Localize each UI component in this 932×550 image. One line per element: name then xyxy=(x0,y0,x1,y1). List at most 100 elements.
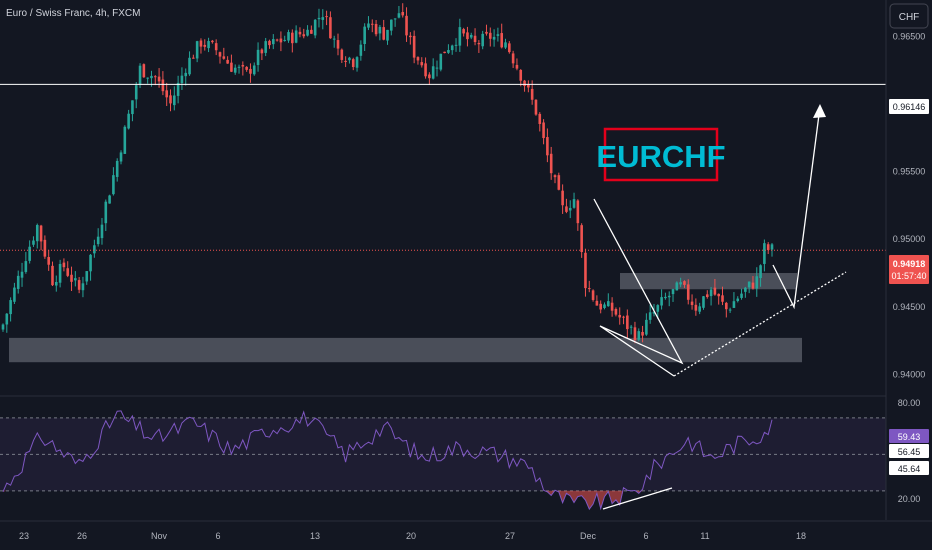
candle xyxy=(13,282,16,305)
candle xyxy=(629,324,633,335)
zone-box[interactable] xyxy=(620,273,797,290)
falling-wedge-drawing[interactable] xyxy=(593,198,684,377)
candle xyxy=(222,47,226,60)
candle xyxy=(77,277,81,294)
candle xyxy=(553,174,557,184)
candle xyxy=(454,38,458,52)
candle xyxy=(74,271,77,287)
symbol-label: EURCHF xyxy=(596,139,725,174)
candle xyxy=(51,261,54,287)
rsi-divergence-line[interactable] xyxy=(602,487,673,510)
candle xyxy=(439,53,443,72)
candle xyxy=(146,77,149,84)
date-tick-label: 23 xyxy=(19,531,29,541)
candle xyxy=(725,301,728,318)
candle xyxy=(694,298,698,316)
candle xyxy=(667,291,671,307)
candle xyxy=(161,71,165,96)
last-price-label: 0.94918 xyxy=(893,259,926,269)
candle xyxy=(561,184,564,214)
candle xyxy=(313,19,317,39)
candle xyxy=(359,40,363,61)
last-price-tag: 0.94918 01:57:40 xyxy=(889,255,929,284)
candle xyxy=(721,286,724,306)
candle xyxy=(477,40,481,53)
candle xyxy=(241,61,245,76)
candle xyxy=(54,275,58,292)
candle xyxy=(766,242,770,254)
candle xyxy=(428,72,431,86)
candle xyxy=(351,57,355,71)
candle xyxy=(176,75,180,104)
candle xyxy=(485,24,488,36)
zone-box[interactable] xyxy=(9,337,802,363)
candle xyxy=(568,200,572,219)
candle xyxy=(496,27,500,42)
currency-button-label: CHF xyxy=(899,12,920,23)
candle xyxy=(504,38,507,49)
candle xyxy=(728,307,732,313)
candle xyxy=(397,5,401,19)
candle xyxy=(355,56,359,72)
rsi-value-tag: 59.43 xyxy=(889,429,929,443)
candle xyxy=(230,54,233,73)
rsi-tick-20: 20.00 xyxy=(898,494,921,504)
resistance-price-tag: 0.96146 xyxy=(889,99,929,114)
date-tick-label: 20 xyxy=(406,531,416,541)
candle xyxy=(675,281,679,291)
rsi-line xyxy=(2,410,773,511)
candle xyxy=(538,112,542,132)
candle xyxy=(401,3,405,18)
candle xyxy=(515,58,519,71)
candle xyxy=(599,300,602,314)
price-tick-label: 0.95500 xyxy=(893,167,926,177)
rsi-ma-tag: 56.45 xyxy=(889,444,929,458)
candle xyxy=(443,51,446,54)
currency-button[interactable]: CHF xyxy=(889,3,929,29)
rsi-tick-80: 80.00 xyxy=(898,398,921,408)
candle xyxy=(626,309,629,339)
candle xyxy=(370,19,374,33)
projection-path[interactable] xyxy=(772,106,821,310)
trend-drawings[interactable] xyxy=(593,104,847,377)
candle xyxy=(211,39,214,44)
candle xyxy=(264,37,267,57)
candle xyxy=(142,63,146,78)
symbol-label-box[interactable] xyxy=(603,127,719,182)
candle xyxy=(47,249,50,271)
candle xyxy=(378,25,382,41)
candle xyxy=(127,109,130,130)
rising-trendline[interactable] xyxy=(673,271,847,377)
candle xyxy=(683,280,686,288)
candle xyxy=(431,58,435,80)
candle xyxy=(332,35,336,48)
candle xyxy=(96,228,100,247)
candle xyxy=(595,295,599,306)
date-axis[interactable]: 23 26 Nov 6 13 20 27 Dec 6 11 18 xyxy=(19,531,806,541)
candle xyxy=(310,25,313,34)
candle xyxy=(420,57,424,68)
rsi-mid-tag: 45.64 xyxy=(889,461,929,475)
candle xyxy=(466,26,469,47)
price-tick-label: 0.94500 xyxy=(893,302,926,312)
candle xyxy=(70,266,73,291)
candle xyxy=(93,239,96,258)
candle xyxy=(610,297,614,317)
candle xyxy=(245,66,248,72)
candle xyxy=(81,276,85,298)
candle xyxy=(591,289,595,302)
candle xyxy=(104,199,108,232)
candle xyxy=(317,8,321,28)
candle xyxy=(89,253,92,281)
candle xyxy=(173,86,176,111)
candle xyxy=(367,16,370,31)
candle xyxy=(169,89,172,112)
candle xyxy=(416,56,420,65)
candle xyxy=(20,262,24,287)
candle xyxy=(542,119,545,145)
candle xyxy=(32,236,35,247)
candle xyxy=(325,10,328,26)
candle xyxy=(744,286,747,298)
candle xyxy=(603,302,606,310)
candle xyxy=(763,239,766,272)
